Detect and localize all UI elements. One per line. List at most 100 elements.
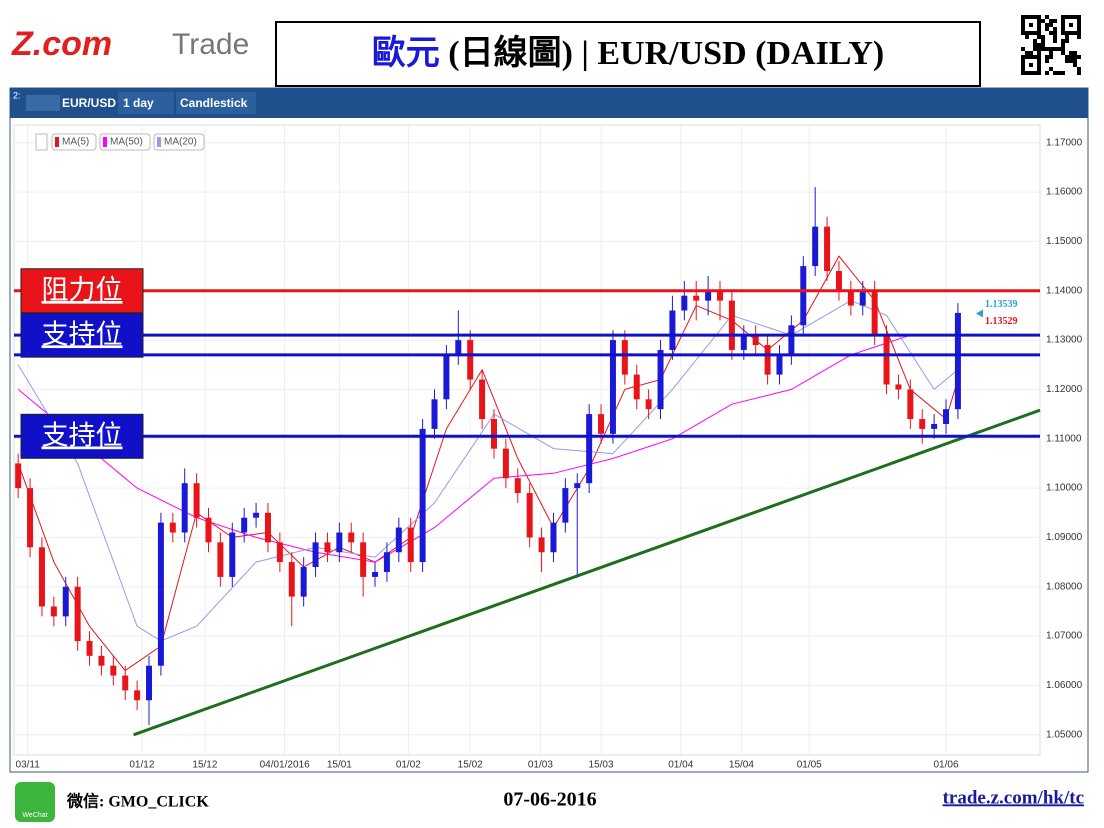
symbol-button[interactable]: EUR/USD <box>62 96 116 110</box>
qr-cell <box>1041 47 1045 51</box>
interval-button[interactable]: 1 day <box>123 96 154 110</box>
x-tick-label: 15/03 <box>589 760 614 771</box>
candle-body <box>752 335 759 346</box>
qr-cell <box>1021 47 1025 51</box>
candle-body <box>514 478 521 494</box>
level-label: 阻力位 <box>42 275 123 305</box>
candle-body <box>550 522 557 553</box>
candle-body <box>883 335 890 385</box>
qr-cell <box>1045 55 1049 59</box>
y-tick-label: 1.13000 <box>1046 335 1083 346</box>
qr-cell <box>1029 51 1033 55</box>
level-label-box <box>20 413 144 459</box>
qr-cell <box>1021 27 1025 31</box>
candle-body <box>931 423 938 429</box>
qr-cell <box>1045 59 1049 63</box>
trendline <box>133 408 1041 737</box>
candle-body <box>502 448 509 479</box>
qr-cell <box>1045 27 1049 31</box>
qr-cell <box>1029 31 1033 35</box>
qr-cell <box>1061 27 1065 31</box>
qr-cell <box>1053 71 1057 75</box>
url[interactable]: trade.z.com/hk/tc <box>943 787 1084 808</box>
qr-cell <box>1021 19 1025 23</box>
x-tick-label: 01/12 <box>129 760 154 771</box>
candle-body <box>253 512 260 518</box>
candle-body <box>27 488 34 548</box>
legend-box <box>99 133 151 151</box>
candle-body <box>205 517 212 543</box>
qr-cell <box>1037 51 1041 55</box>
qr-cell <box>1061 71 1065 75</box>
qr-cell <box>1025 71 1029 75</box>
style-button[interactable]: Candlestick <box>180 96 248 110</box>
candle-body <box>74 586 81 642</box>
candle-body <box>288 562 295 597</box>
qr-cell <box>1049 23 1053 27</box>
candle-body <box>98 655 105 666</box>
candle-body <box>407 527 414 563</box>
qr-cell <box>1033 39 1037 43</box>
qr-cell <box>1045 15 1049 19</box>
qr-cell <box>1033 55 1037 59</box>
x-tick-label: 15/04 <box>729 760 754 771</box>
candle-body <box>193 483 200 518</box>
qr-cell <box>1025 55 1029 59</box>
ma-line <box>17 255 959 672</box>
qr-cell <box>1033 47 1037 51</box>
title-rest: (日線圖) | EUR/USD (DAILY) <box>448 34 884 72</box>
qr-cell <box>1033 43 1037 47</box>
wechat-id: 微信: GMO_CLICK <box>66 792 209 811</box>
qr-cell <box>1025 15 1029 19</box>
qr-cell <box>1049 47 1053 51</box>
qr-cell <box>1037 63 1041 67</box>
last-price-label: 1.13529 <box>985 316 1018 327</box>
candle-body <box>229 532 236 577</box>
candle-body <box>740 335 747 350</box>
qr-cell <box>1037 47 1041 51</box>
qr-cell <box>1045 23 1049 27</box>
candle-body <box>348 532 355 543</box>
last-price-label: 1.13539 <box>985 299 1018 310</box>
y-tick-label: 1.17000 <box>1046 137 1083 148</box>
y-tick-label: 1.07000 <box>1046 631 1083 642</box>
style-bg <box>176 92 256 114</box>
qr-cell <box>1077 71 1081 75</box>
candle-body <box>169 522 176 533</box>
qr-cell <box>1037 55 1041 59</box>
level-label: 支持位 <box>42 421 123 451</box>
level-label: 支持位 <box>42 319 123 349</box>
candle-body <box>431 399 438 429</box>
qr-cell <box>1037 59 1041 63</box>
candle-body <box>372 571 379 577</box>
candle-body <box>264 512 271 543</box>
y-tick-label: 1.05000 <box>1046 729 1083 740</box>
qr-cell <box>1061 19 1065 23</box>
candle-body <box>479 379 486 420</box>
y-tick-label: 1.06000 <box>1046 680 1083 691</box>
y-tick-label: 1.09000 <box>1046 532 1083 543</box>
legend-box <box>153 133 205 151</box>
candle-body <box>62 586 69 617</box>
qr-cell <box>1021 67 1025 71</box>
qr-cell <box>1037 43 1041 47</box>
candle-body <box>919 419 926 429</box>
qr-cell <box>1065 59 1069 63</box>
x-tick-label: 15/12 <box>192 760 217 771</box>
candle-body <box>859 290 866 306</box>
qr-cell <box>1029 15 1033 19</box>
qr-cell <box>1057 71 1061 75</box>
candle-body <box>574 483 581 489</box>
qr-cell <box>1065 55 1069 59</box>
qr-cell <box>1045 47 1049 51</box>
x-tick-label: 01/05 <box>797 760 822 771</box>
level-label-box <box>20 268 144 314</box>
candle-body <box>146 665 153 701</box>
qr-cell <box>1073 51 1077 55</box>
candle-body <box>336 532 343 553</box>
date: 07-06-2016 <box>503 789 596 811</box>
qr-cell <box>1073 63 1077 67</box>
x-tick-label: 15/01 <box>327 760 352 771</box>
legend-swatch <box>157 137 161 147</box>
